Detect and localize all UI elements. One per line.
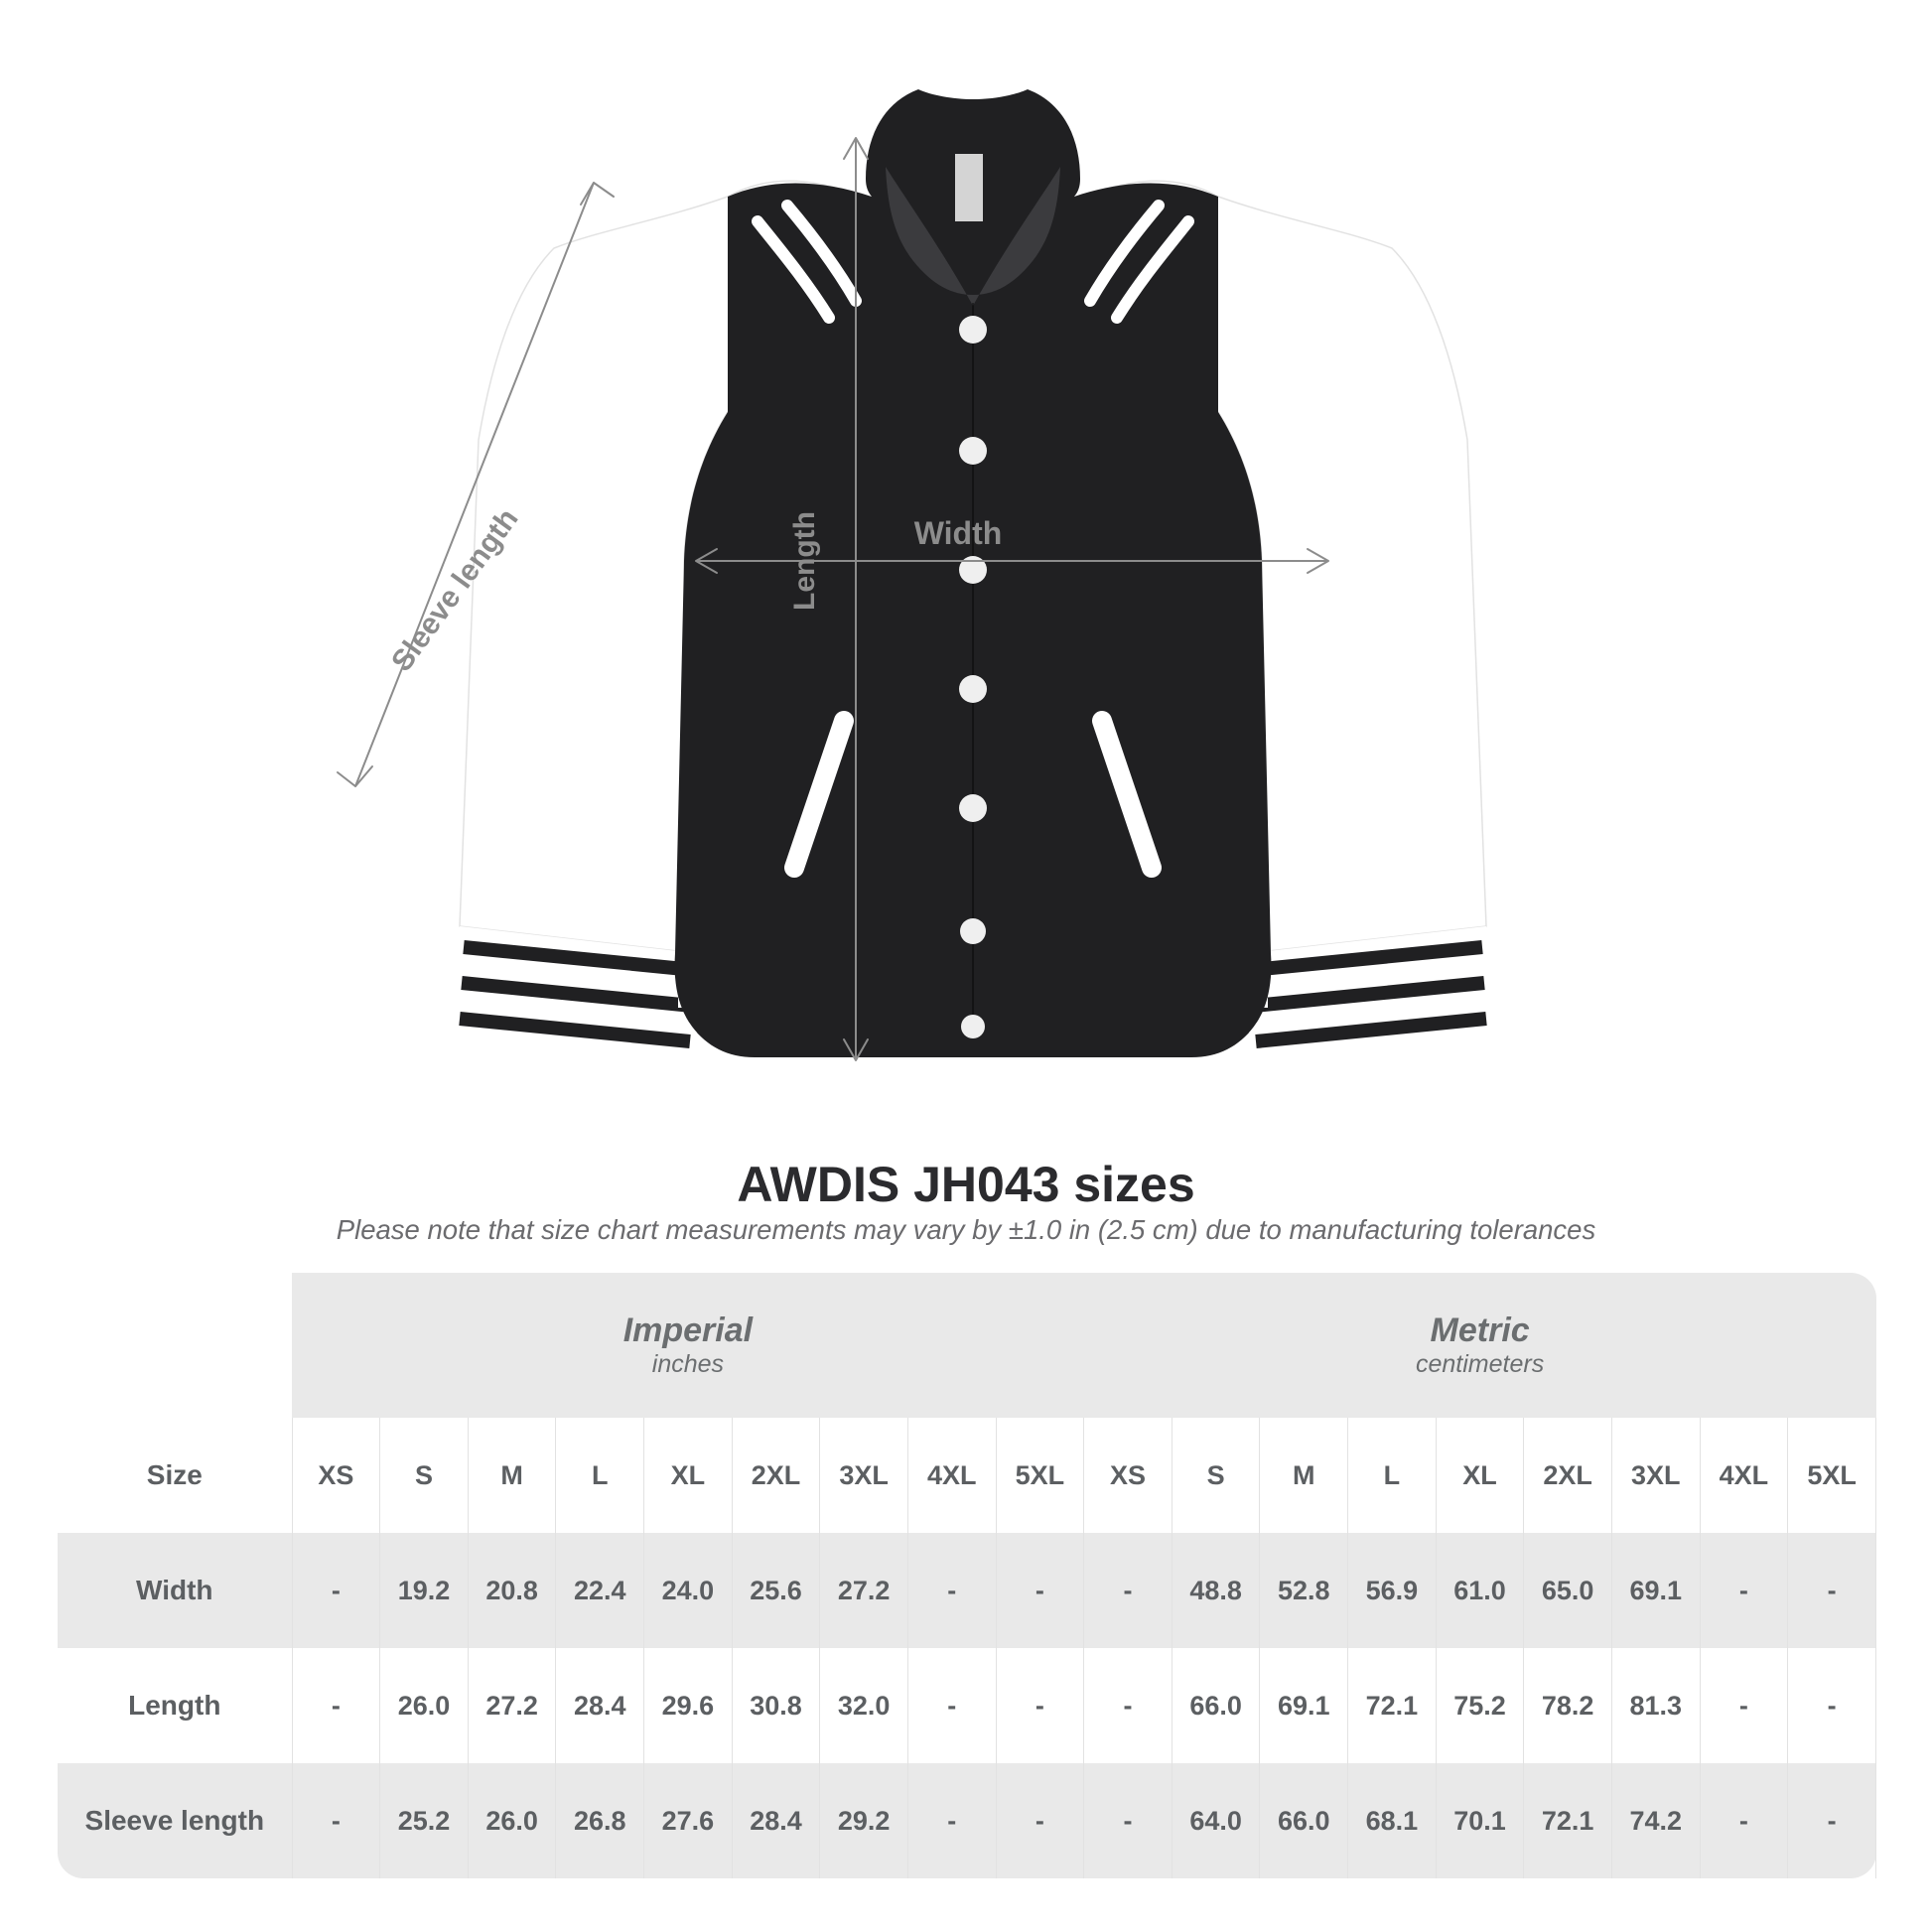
svg-text:Please note that size chart me: Please note that size chart measurements… (337, 1214, 1596, 1245)
svg-text:Length: Length (788, 511, 821, 611)
svg-text:AWDIS JH043 sizes: AWDIS JH043 sizes (737, 1157, 1194, 1212)
svg-text:Width: Width (914, 515, 1003, 551)
